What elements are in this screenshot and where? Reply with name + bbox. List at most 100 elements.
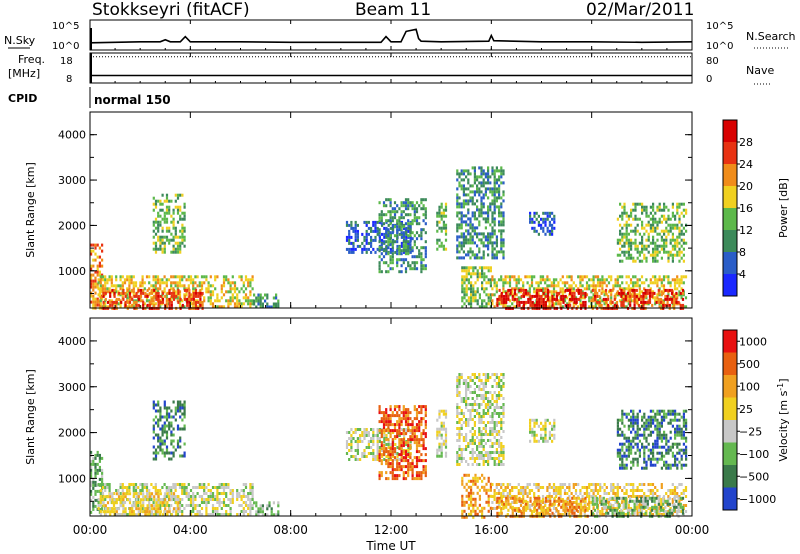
scatter-cell [627, 302, 630, 306]
scatter-cell [682, 259, 685, 263]
scatter-cell [476, 184, 479, 188]
scatter-cell [618, 291, 621, 295]
scatter-cell [183, 406, 186, 410]
scatter-cell [407, 246, 410, 250]
scatter-cell [240, 495, 243, 498]
scatter-cell [544, 303, 547, 307]
scatter-cell [348, 250, 351, 254]
scatter-cell [476, 272, 479, 276]
scatter-cell [244, 504, 248, 507]
scatter-cell [385, 447, 388, 451]
scatter-cell [259, 504, 262, 508]
scatter-cell [619, 241, 622, 245]
scatter-cell [378, 235, 381, 239]
scatter-cell [522, 291, 525, 295]
scatter-cell [115, 290, 118, 294]
scatter-cell [106, 300, 110, 304]
scatter-cell [473, 256, 476, 260]
scatter-cell [658, 205, 661, 209]
scatter-cell [654, 244, 657, 248]
scatter-cell [165, 412, 169, 416]
scatter-cell [476, 208, 479, 212]
scatter-cell [189, 510, 193, 513]
scatter-cell [498, 211, 501, 215]
scatter-cell [104, 302, 107, 306]
scatter-cell [192, 498, 195, 501]
scatter-cell [174, 412, 177, 416]
scatter-cell [682, 241, 685, 245]
scatter-cell [480, 172, 483, 176]
scatter-cell [663, 202, 666, 206]
scatter-cell [562, 300, 565, 304]
scatter-cell [517, 296, 520, 300]
scatter-cell [396, 264, 399, 268]
scatter-cell [409, 429, 412, 433]
scatter-cell [119, 284, 122, 288]
scatter-cell [389, 198, 392, 202]
scatter-cell [467, 281, 470, 285]
scatter-cell [682, 247, 685, 251]
scatter-cell [172, 247, 175, 251]
scatter-cell [662, 287, 666, 291]
scatter-cell [382, 426, 386, 430]
scatter-cell [229, 281, 232, 285]
scatter-cell [469, 385, 472, 388]
scatter-cell [163, 427, 166, 431]
scatter-cell [555, 290, 558, 294]
scatter-cell [491, 217, 494, 221]
scatter-cell [424, 207, 427, 211]
scatter-cell [495, 166, 498, 170]
scatter-cell [638, 278, 641, 282]
scatter-cell [90, 483, 93, 487]
scatter-cell [240, 504, 243, 507]
scatter-cell [574, 284, 578, 288]
scatter-cell [424, 423, 427, 427]
scatter-cell [470, 305, 473, 309]
scatter-cell [548, 302, 551, 306]
scatter-cell [186, 300, 189, 304]
scatter-cell [216, 275, 219, 279]
scatter-cell [566, 296, 569, 300]
scatter-cell [387, 462, 390, 466]
scatter-cell [498, 205, 501, 209]
scatter-cell [487, 208, 490, 212]
scatter-cell [214, 498, 217, 501]
scatter-cell [413, 465, 416, 469]
scatter-cell [172, 507, 176, 511]
scatter-cell [394, 443, 397, 446]
scatter-cell [469, 196, 472, 200]
scatter-cell [629, 303, 632, 307]
scatter-cell [104, 498, 107, 501]
scatter-cell [491, 220, 494, 224]
scatter-cell [465, 284, 468, 288]
scatter-cell [391, 468, 394, 472]
scatter-cell [170, 232, 173, 236]
scatter-cell [663, 208, 666, 212]
scatter-cell [424, 435, 427, 439]
scatter-cell [236, 495, 239, 498]
scatter-cell [537, 293, 540, 297]
scatter-cell [456, 394, 459, 397]
scatter-cell [548, 290, 551, 294]
scatter-cell [422, 417, 425, 421]
scatter-cell [663, 244, 666, 248]
scatter-cell [557, 302, 560, 306]
scatter-cell [456, 388, 459, 391]
scatter-cell [90, 249, 93, 253]
scatter-cell [117, 290, 120, 294]
scatter-cell [181, 278, 184, 282]
scatter-cell [467, 287, 470, 291]
scatter-cell [400, 232, 403, 236]
scatter-cell [365, 235, 368, 239]
scatter-cell [168, 427, 171, 431]
scatter-cell [585, 293, 589, 297]
scatter-cell [666, 303, 669, 307]
scatter-cell [242, 290, 245, 294]
scatter-cell [402, 249, 405, 253]
scatter-cell [404, 213, 408, 217]
scatter-cell [502, 238, 505, 242]
scatter-cell [370, 226, 373, 230]
scatter-cell [542, 303, 545, 307]
scatter-cell [389, 471, 392, 475]
scatter-cell [420, 252, 423, 256]
